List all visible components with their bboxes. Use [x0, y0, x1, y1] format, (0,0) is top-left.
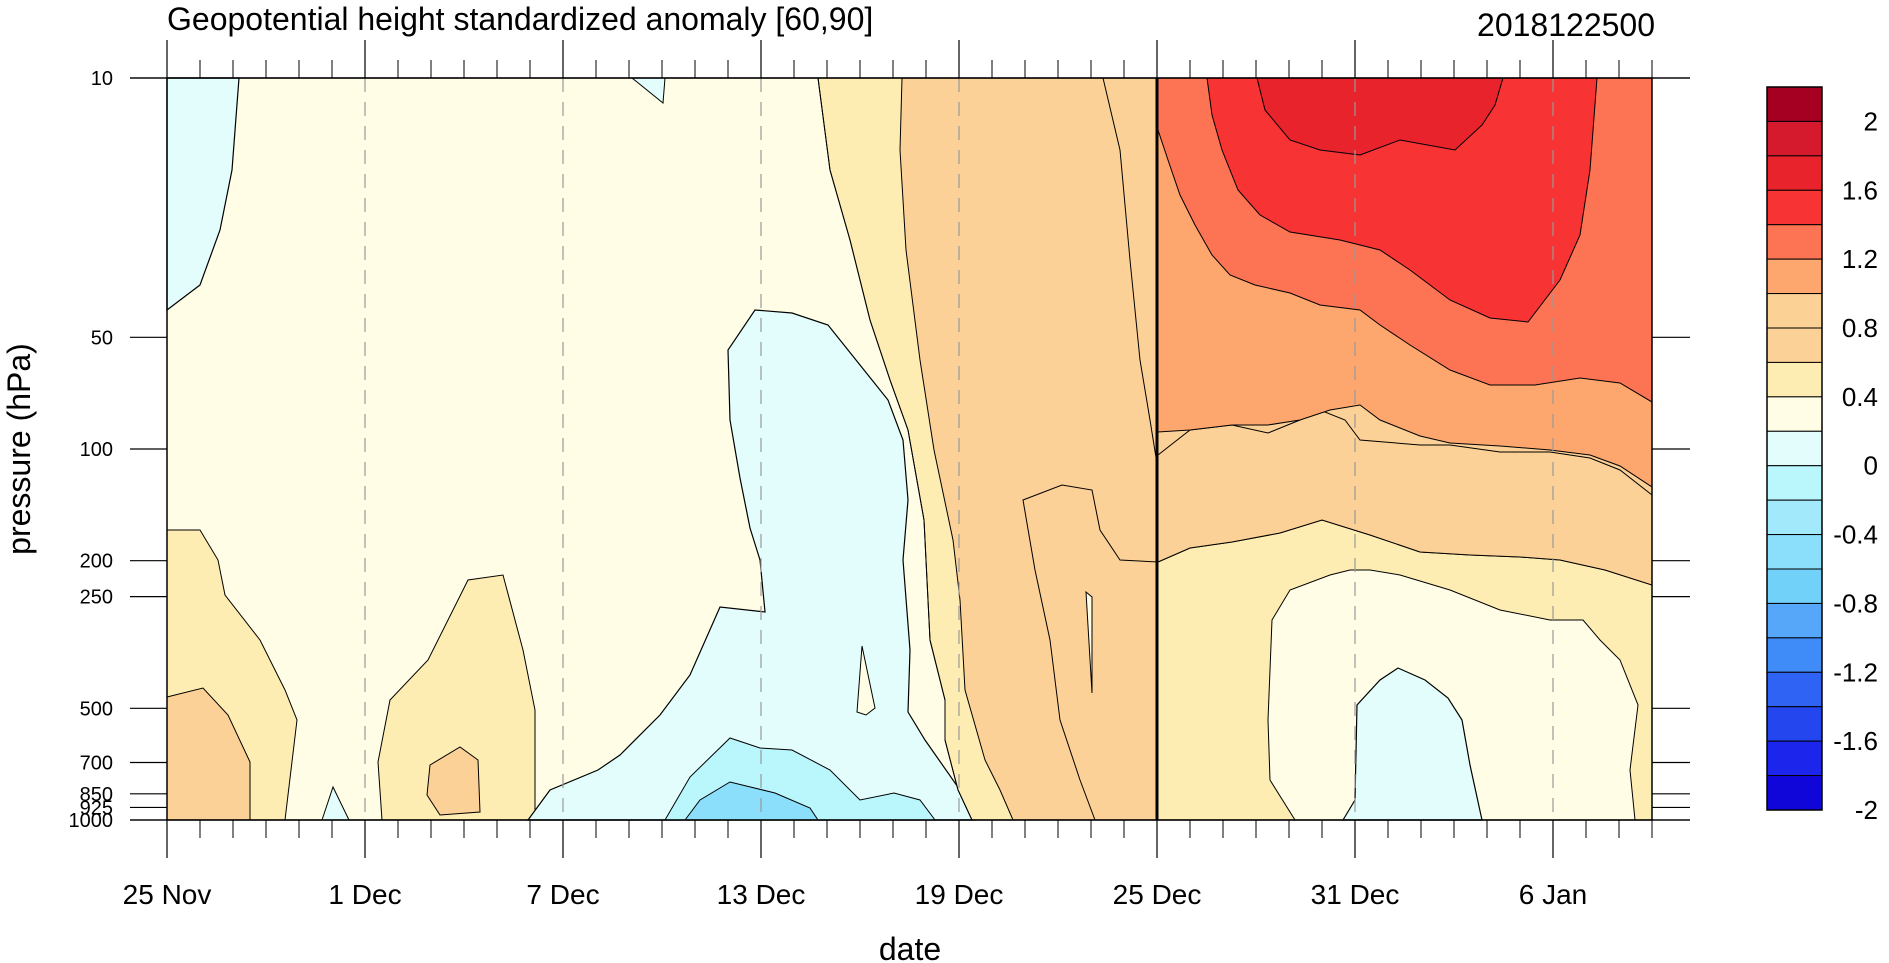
colorbar-label: 1.6 — [1842, 175, 1878, 205]
colorbar-label: 1.2 — [1842, 244, 1878, 274]
colorbar-segment — [1766, 706, 1823, 742]
y-tick-label: 10 — [91, 68, 113, 90]
colorbar-segment — [1766, 740, 1823, 777]
y-axis-label: pressure (hPa) — [1, 343, 37, 555]
colorbar-label: 2 — [1864, 106, 1878, 136]
colorbar-label: -2 — [1855, 795, 1878, 825]
colorbar-frame — [1766, 86, 1823, 811]
colorbar-segment — [1766, 86, 1823, 122]
y-tick-label: 925 — [80, 797, 113, 819]
plot-area — [130, 40, 1690, 858]
colorbar-segment — [1766, 775, 1823, 811]
x-tick-label: 25 Nov — [123, 879, 212, 910]
colorbar-segment — [1766, 120, 1823, 157]
x-tick-label: 13 Dec — [717, 879, 806, 910]
colorbar-label: -1.2 — [1833, 657, 1878, 687]
colorbar-segment — [1766, 258, 1823, 295]
colorbar-segment — [1766, 396, 1823, 432]
contour-region-mid-dec-island — [856, 645, 876, 716]
y-tick-label: 700 — [80, 753, 113, 775]
colorbar-segment — [1766, 189, 1823, 226]
x-tick-label: 1 Dec — [328, 879, 401, 910]
colorbar-label: 0.4 — [1842, 382, 1878, 412]
contour-region-bubble-4dec — [377, 574, 536, 821]
colorbar-label: -0.4 — [1833, 520, 1878, 550]
colorbar-labels: 2 1.6 1.2 0.8 0.4 0 -0.4 -0.8 -1.2 -1.6 -2 — [1833, 106, 1878, 825]
contour-region-strat-warm-1.6 — [1256, 77, 1504, 156]
colorbar-segment — [1766, 637, 1823, 673]
contour-region-early-jan-negative — [1341, 667, 1483, 821]
colorbar-segment — [1766, 155, 1823, 191]
contour-line-upper-right — [1157, 409, 1653, 496]
contour-line-upper-band — [817, 77, 973, 821]
contour-region-late-wedge — [1085, 590, 1093, 694]
x-gridlines — [364, 78, 1554, 820]
x-major-ticks — [166, 40, 1554, 858]
colorbar-label: -1.6 — [1833, 726, 1878, 756]
x-axis-label: date — [879, 931, 941, 963]
colorbar-segment — [1766, 568, 1823, 604]
date-stamp: 2018122500 — [1477, 7, 1655, 43]
colorbar-segment — [1766, 361, 1823, 398]
colorbar-label: -0.8 — [1833, 588, 1878, 618]
y-tick-label: 500 — [80, 698, 113, 720]
colorbar-label: 0 — [1864, 451, 1878, 481]
x-tick-label: 6 Jan — [1519, 879, 1588, 910]
colorbar-segment — [1766, 671, 1823, 708]
colorbar-segment — [1766, 499, 1823, 536]
y-tick-label: 250 — [80, 587, 113, 609]
colorbar-segment — [1766, 224, 1823, 260]
y-ticks — [130, 77, 1690, 821]
contour-region-bubble-4dec-core — [426, 746, 481, 816]
colorbar — [1766, 86, 1823, 811]
x-tick-labels: 25 Nov 1 Dec 7 Dec 13 Dec 19 Dec 25 Dec 31 Dec… — [123, 879, 1588, 910]
y-tick-label: 850 — [80, 784, 113, 806]
y-tick-label: 50 — [91, 327, 113, 349]
chart-title: Geopotential height standardized anomaly… — [167, 1, 873, 37]
x-tick-label: 19 Dec — [915, 879, 1004, 910]
x-tick-label: 7 Dec — [526, 879, 599, 910]
colorbar-segment — [1766, 602, 1823, 639]
colorbar-segment — [1766, 534, 1823, 570]
colorbar-segment — [1766, 293, 1823, 329]
contour-region-orange-tongue — [1022, 77, 1159, 821]
colorbar-label: 0.8 — [1842, 313, 1878, 343]
y-tick-label: 100 — [80, 439, 113, 461]
x-tick-label: 25 Dec — [1113, 879, 1202, 910]
y-tick-label: 1000 — [69, 810, 114, 832]
y-tick-label: 200 — [80, 551, 113, 573]
colorbar-segment — [1766, 465, 1823, 501]
x-tick-label: 31 Dec — [1311, 879, 1400, 910]
colorbar-segment — [1766, 430, 1823, 467]
colorbar-segment — [1766, 327, 1823, 363]
